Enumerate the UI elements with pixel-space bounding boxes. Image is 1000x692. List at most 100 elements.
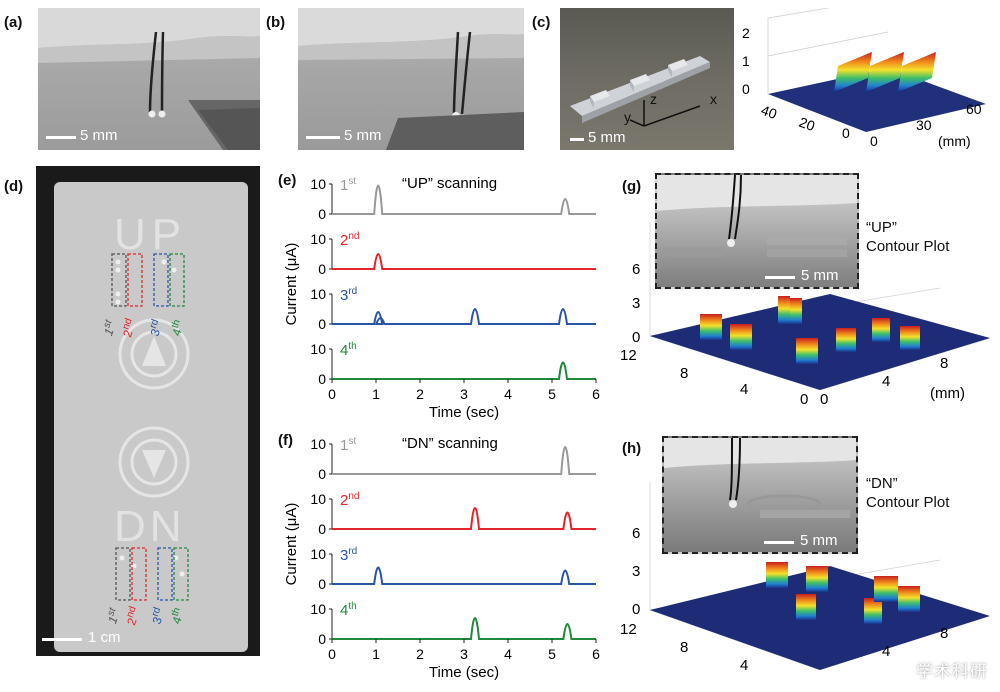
g-unit-label: (mm) [930,385,965,402]
h-left-tick-4: 4 [740,657,748,674]
y-axis-label: Current (μA) [283,243,300,326]
h-left-tick-8: 8 [680,639,688,656]
y-tick-label: 0 [318,206,326,222]
inset-h: 5 mm [662,436,858,554]
x-tick-label: 1 [372,646,380,662]
series-label: 4th [340,341,357,359]
x-tick-label: 2 [416,646,424,662]
x-tick-label: 5 [548,386,556,402]
x-tick-label: 6 [592,386,600,402]
photo-c-drawing: z x y [570,56,717,127]
contour-g-line1: “UP” [866,219,897,236]
x-tick-label: 4 [504,386,512,402]
axis-x-label: x [710,91,717,107]
y-tick-label: 10 [310,601,326,617]
series-trace [332,616,596,640]
panel-label-d: (d) [4,178,24,195]
y-tick-label: 0 [318,316,326,332]
g-left-tick-4: 4 [740,381,748,398]
x-tick-label: 2 [416,386,424,402]
series-trace [332,361,596,380]
panel-label-b: (b) [266,14,286,31]
inset-g-drawing [657,175,857,257]
photo-c: z x y 5 mm [560,8,734,150]
contour-label-g: “UP” Contour Plot [866,218,949,256]
series-trace [332,252,596,270]
scale-text-h: 5 mm [800,532,838,549]
photo-a-drawing [38,8,260,150]
letters-dn: DN [114,502,186,551]
photo-d: UP DN 1st 2nd 3rd 4th 1st 2nd 3rd 4th 1 … [36,166,260,656]
h-z-tick-6: 6 [632,525,640,542]
g-right-tick-4: 4 [882,373,890,390]
contour-label-h: “DN” Contour Plot [866,474,949,512]
chart-title: “UP” scanning [402,175,497,192]
x-tick-label: 3 [460,646,468,662]
scale-text-d: 1 cm [88,629,121,646]
series-trace [332,445,596,475]
scale-bar-a [46,136,76,139]
inset-g: 5 mm [655,173,859,289]
right-tick-30: 30 [916,117,932,133]
scale-text-b: 5 mm [344,127,382,144]
h-right-tick-4: 4 [882,643,890,660]
series-label: 4th [340,601,357,619]
y-tick-label: 10 [310,231,326,247]
inset-h-drawing [664,438,856,518]
y-tick-label: 10 [310,546,326,562]
x-tick-label: 0 [328,646,336,662]
series-label: 1st [340,176,356,194]
scale-bar-b [306,136,340,139]
g-right-tick-0: 0 [820,391,828,408]
panel-label-g: (g) [622,178,642,195]
h-z-tick-0: 0 [632,601,640,618]
series-trace [332,566,596,585]
x-tick-label: 6 [592,646,600,662]
chart-title: “DN” scanning [402,435,498,452]
scale-bar-h [764,541,794,544]
z-tick-1: 1 [742,53,750,69]
panel-label-c: (c) [532,14,551,31]
y-tick-label: 10 [310,176,326,192]
y-axis-label: Current (μA) [283,503,300,586]
left-tick-20: 20 [797,114,817,134]
y-tick-label: 0 [318,261,326,277]
x-tick-label: 5 [548,646,556,662]
right-tick-0: 0 [870,133,878,149]
axis-z-label: z [650,91,657,107]
plot3d-g: 6 3 0 12 8 4 0 0 4 8 (mm) [620,222,991,408]
x-tick-label: 1 [372,386,380,402]
photo-a: 5 mm [38,8,260,150]
left-tick-40: 40 [759,102,779,122]
scale-bar-d [42,638,82,641]
z-tick-2: 2 [742,25,750,41]
y-tick-label: 0 [318,466,326,482]
scale-text-c: 5 mm [588,129,626,146]
unit-label-c: (mm) [938,133,971,149]
y-tick-label: 0 [318,576,326,592]
scale-bar-c [570,138,584,141]
h-left-tick-12: 12 [620,621,637,638]
series-trace [332,307,596,325]
g-right-tick-8: 8 [940,355,948,372]
y-tick-label: 10 [310,491,326,507]
g-z-tick-6: 6 [632,261,640,278]
g-z-tick-3: 3 [632,295,640,312]
scale-text-g: 5 mm [801,267,839,284]
plot3d-c: 2 1 0 40 20 0 0 30 60 (mm) [742,8,986,149]
photo-b: 5 mm [298,8,524,150]
series-trace [332,506,596,530]
right-tick-60: 60 [966,101,982,117]
photo-d-drawing [54,182,248,652]
contour-g-line2: Contour Plot [866,238,950,255]
g-left-tick-8: 8 [680,365,688,382]
panel-label-a: (a) [4,14,23,31]
g-left-tick-12: 12 [620,347,637,364]
y-tick-label: 0 [318,631,326,647]
g-z-tick-0: 0 [632,329,640,346]
axis-y-label: y [624,109,631,125]
x-tick-label: 4 [504,646,512,662]
series-label: 2nd [340,231,359,249]
x-tick-label: 3 [460,386,468,402]
panel-label-h: (h) [622,440,642,457]
